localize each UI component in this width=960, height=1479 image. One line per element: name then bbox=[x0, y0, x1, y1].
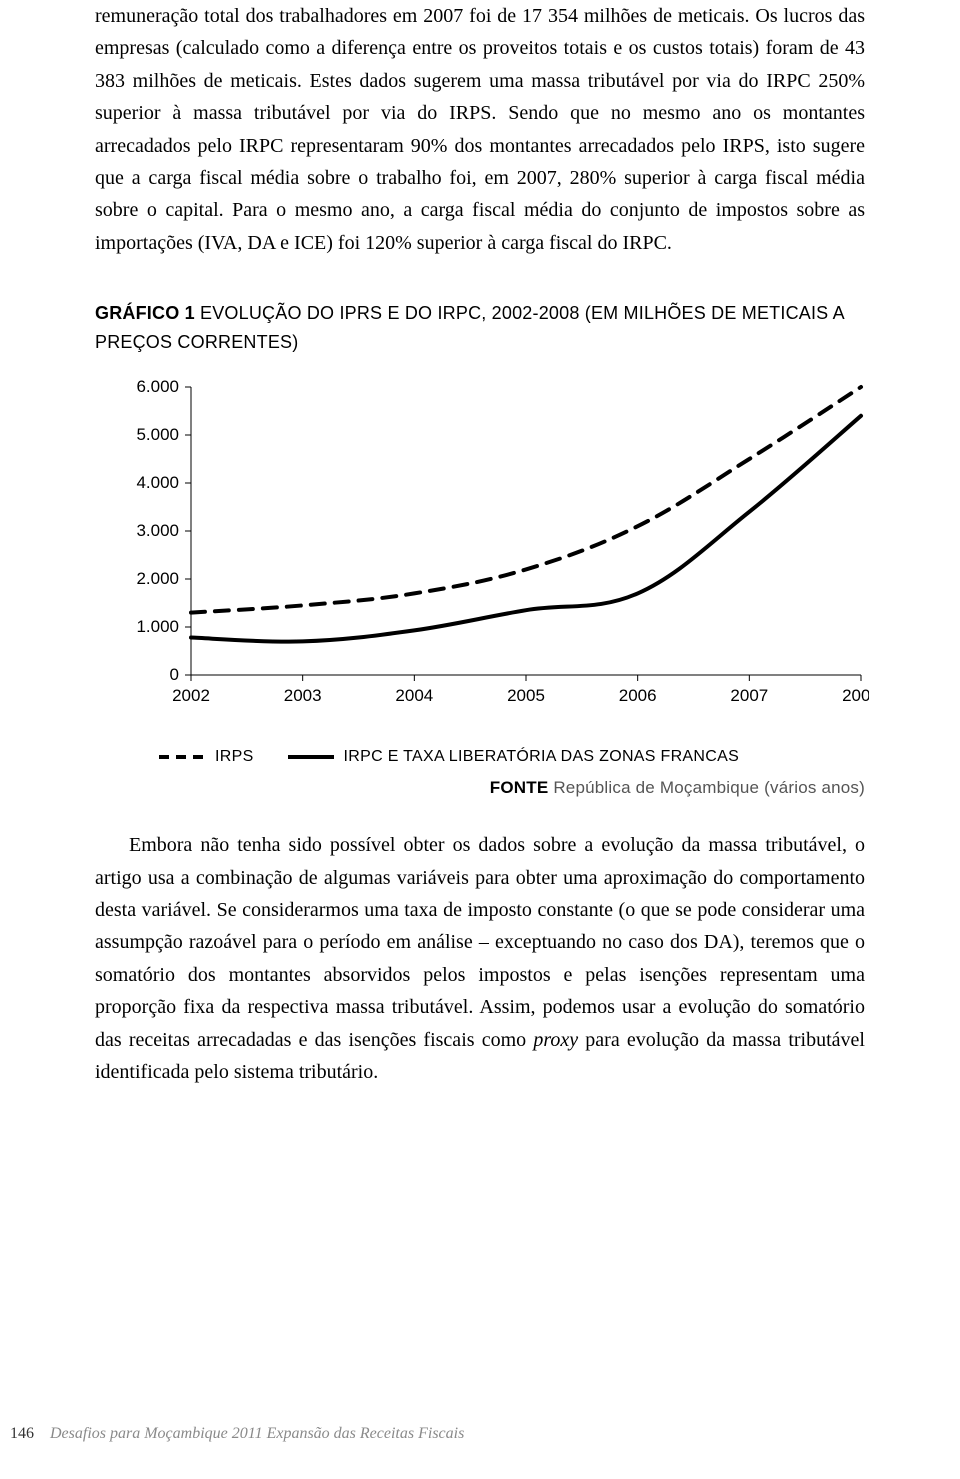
chart-title: GRÁFICO 1 EVOLUÇÃO DO IPRS E DO IRPC, 20… bbox=[95, 299, 865, 357]
chart-title-text: EVOLUÇÃO DO IPRS E DO IRPC, 2002-2008 (E… bbox=[95, 303, 844, 352]
legend-swatch-solid bbox=[288, 752, 334, 762]
line-chart: 0 1.000 2.000 3.000 4.000 5.000 6.000 2002 2003… bbox=[129, 375, 869, 725]
footer-book-title: Desafios para Moçambique 2011 bbox=[50, 1425, 267, 1442]
para2-pre: Embora não tenha sido possível obter os … bbox=[95, 834, 865, 1050]
chart-source-text: República de Moçambique (vários anos) bbox=[548, 778, 865, 797]
footer-chapter: Expansão das Receitas Fiscais bbox=[267, 1425, 465, 1442]
svg-text:2.000: 2.000 bbox=[136, 569, 179, 588]
para2-italic: proxy bbox=[533, 1029, 578, 1051]
svg-text:2007: 2007 bbox=[730, 686, 768, 705]
x-axis-ticks: 2002 2003 2004 2005 2006 2007 2008 bbox=[172, 675, 869, 705]
series-irps bbox=[191, 387, 861, 613]
legend-swatch-dashed bbox=[159, 752, 205, 762]
chart-source: FONTE República de Moçambique (vários an… bbox=[95, 774, 865, 802]
svg-text:0: 0 bbox=[170, 665, 179, 684]
legend-label-irpc: IRPC E TAXA LIBERATÓRIA DAS ZONAS FRANCA… bbox=[344, 744, 740, 770]
y-axis-ticks: 0 1.000 2.000 3.000 4.000 5.000 6.000 bbox=[136, 377, 191, 684]
svg-text:6.000: 6.000 bbox=[136, 377, 179, 396]
svg-text:2006: 2006 bbox=[619, 686, 657, 705]
svg-text:3.000: 3.000 bbox=[136, 521, 179, 540]
svg-text:2008: 2008 bbox=[842, 686, 869, 705]
legend-label-irps: IRPS bbox=[215, 744, 254, 770]
page-footer: 146 Desafios para Moçambique 2011 Expans… bbox=[0, 1421, 960, 1447]
chart-container: 0 1.000 2.000 3.000 4.000 5.000 6.000 2002 2003… bbox=[129, 375, 865, 735]
chart-legend: IRPS IRPC E TAXA LIBERATÓRIA DAS ZONAS F… bbox=[159, 744, 865, 770]
svg-text:1.000: 1.000 bbox=[136, 617, 179, 636]
legend-item-irps: IRPS bbox=[159, 744, 254, 770]
chart-title-label: GRÁFICO 1 bbox=[95, 303, 195, 323]
svg-text:2005: 2005 bbox=[507, 686, 545, 705]
page-number: 146 bbox=[10, 1425, 34, 1442]
body-paragraph-1: remuneração total dos trabalhadores em 2… bbox=[95, 0, 865, 259]
svg-text:2004: 2004 bbox=[395, 686, 433, 705]
body-paragraph-2: Embora não tenha sido possível obter os … bbox=[95, 829, 865, 1088]
svg-text:2003: 2003 bbox=[284, 686, 322, 705]
svg-text:5.000: 5.000 bbox=[136, 425, 179, 444]
chart-source-label: FONTE bbox=[490, 778, 549, 797]
svg-text:2002: 2002 bbox=[172, 686, 210, 705]
svg-text:4.000: 4.000 bbox=[136, 473, 179, 492]
legend-item-irpc: IRPC E TAXA LIBERATÓRIA DAS ZONAS FRANCA… bbox=[288, 744, 740, 770]
